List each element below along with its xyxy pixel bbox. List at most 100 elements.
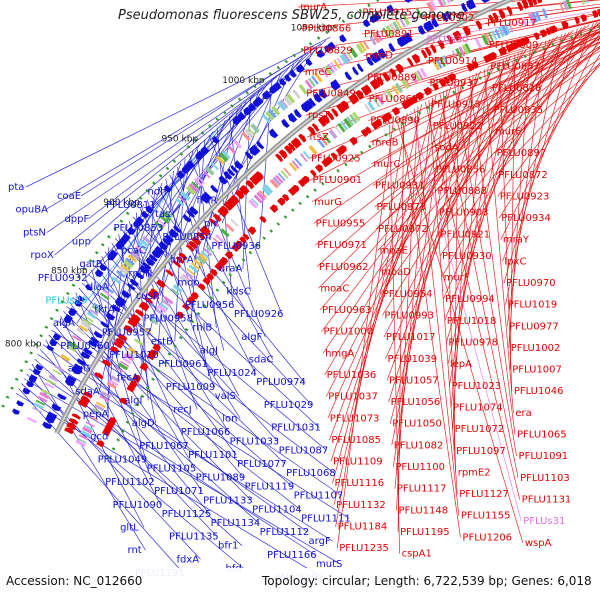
cog-category-block	[501, 25, 509, 36]
gene-feature-arrow	[284, 74, 292, 82]
cog-category-block	[585, 0, 589, 4]
leader-line	[452, 74, 474, 430]
cog-category-block	[78, 324, 89, 333]
cog-category-block	[326, 63, 335, 74]
map-title: Pseudomonas fluorescens SBW25, complete …	[118, 8, 465, 23]
gene-label: PFLU0917	[487, 18, 537, 29]
gene-feature-arrow	[488, 14, 495, 24]
gene-feature-arrow	[356, 63, 364, 73]
gene-feature-arrow	[539, 29, 547, 38]
cog-category-block	[250, 123, 260, 134]
gene-label: PFLU1067	[139, 441, 189, 452]
gene-label: PFLU0921	[440, 229, 490, 240]
gene-label: PFLU0854	[162, 232, 212, 243]
gene-label: murG	[314, 197, 342, 208]
cog-category-block	[142, 326, 152, 334]
cog-category-block	[26, 416, 37, 424]
gene-label: ftsZ	[309, 132, 328, 143]
gene-feature-arrow	[389, 68, 397, 78]
gene-feature-arrow	[417, 25, 426, 35]
gene-label: cusR	[136, 291, 160, 302]
gene-feature-arrow	[277, 197, 286, 206]
cog-category-block	[400, 78, 410, 90]
gene-label: PFLU0888	[437, 186, 487, 197]
gene-feature-arrow	[247, 226, 257, 236]
gene-label: PFLU0837	[490, 62, 540, 73]
cog-category-block	[108, 378, 119, 387]
cog-category-block	[177, 195, 187, 204]
cog-category-block	[359, 41, 367, 52]
gene-feature-arrow	[355, 89, 364, 100]
cog-category-block	[44, 382, 55, 389]
leader-line	[444, 39, 551, 322]
gene-label: PFLU0935	[493, 105, 543, 116]
gene-feature-arrow	[446, 34, 454, 45]
gene-feature-arrow	[360, 128, 369, 138]
cog-category-block	[375, 31, 383, 42]
gene-feature-arrow	[249, 145, 259, 156]
gene-label: uraA	[219, 264, 243, 275]
gene-label: PFLU0922	[433, 121, 483, 132]
gene-label: hmgA	[325, 348, 354, 359]
gene-label: argF	[309, 536, 331, 547]
gene-label: plc	[204, 218, 219, 229]
gene-feature-arrow	[46, 344, 55, 351]
gene-feature-arrow	[411, 53, 421, 64]
gene-label: murE	[495, 126, 522, 137]
cog-category-block	[33, 402, 45, 410]
cog-category-block	[200, 250, 210, 260]
leader-line	[386, 57, 508, 381]
gene-feature-arrow	[113, 341, 123, 349]
gene-feature-arrow	[351, 66, 359, 76]
gene-feature-arrow	[80, 395, 91, 404]
cog-category-block	[291, 160, 300, 170]
gene-feature-arrow	[68, 307, 78, 316]
gene-label: PFLU1127	[459, 489, 509, 500]
gene-feature-arrow	[182, 213, 192, 223]
gene-feature-arrow	[313, 92, 323, 103]
cog-category-block	[39, 391, 50, 400]
cog-category-block	[491, 30, 498, 41]
cog-category-block	[451, 50, 458, 60]
cog-category-block	[102, 289, 112, 297]
gene-feature-arrow	[73, 363, 84, 371]
gene-label: PFLU0809	[489, 40, 539, 51]
cog-category-block	[101, 391, 112, 399]
gene-feature-arrow	[64, 427, 74, 435]
gene-feature-arrow	[278, 149, 288, 160]
forward-strand-ring	[64, 0, 543, 435]
gene-feature-arrow	[150, 288, 160, 296]
cog-category-block	[346, 51, 354, 61]
gene-feature-arrow	[533, 32, 540, 41]
cog-category-block	[93, 302, 103, 310]
gene-label: PFLU1184	[338, 522, 388, 533]
gene-label: PFLU1109	[333, 457, 383, 468]
cog-category-block	[172, 284, 183, 293]
gene-label: PFLU1102	[105, 477, 155, 488]
cog-category-block	[184, 270, 194, 279]
cog-category-block	[391, 85, 400, 96]
gene-label: rpsT	[308, 110, 331, 121]
cog-category-block	[203, 247, 213, 257]
gene-label: PFLU0853	[113, 223, 163, 234]
gene-feature-arrow	[158, 240, 169, 251]
leader-line	[88, 59, 299, 220]
gene-label: mreD	[366, 51, 394, 62]
gene-label: PFLU0936	[211, 241, 261, 252]
cog-category-block	[120, 263, 131, 272]
gene-feature-arrow	[365, 126, 372, 135]
gene-feature-arrow	[182, 303, 190, 311]
gene-label: PFLU1037	[328, 392, 378, 403]
leader-line	[305, 24, 600, 116]
gene-feature-arrow	[461, 2, 468, 13]
gene-label: valS	[215, 391, 236, 402]
leader-line	[311, 31, 600, 203]
cog-category-block	[191, 181, 200, 190]
leader-line	[190, 139, 206, 319]
gene-feature-arrow	[318, 88, 328, 99]
gene-feature-arrow	[291, 184, 300, 194]
cog-category-block	[376, 94, 385, 106]
leader-line	[37, 353, 333, 542]
leader-line	[45, 52, 308, 211]
gene-label: PFLU0903	[439, 208, 489, 219]
